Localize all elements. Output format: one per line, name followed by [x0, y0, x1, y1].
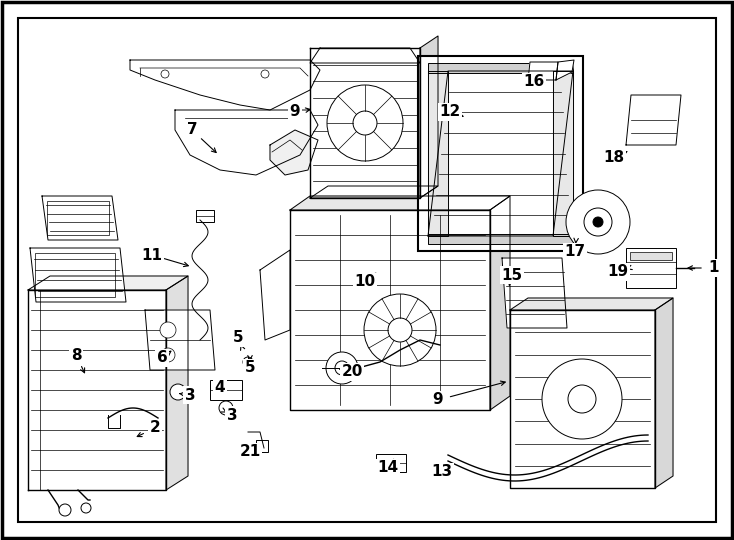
Text: 7: 7 — [186, 123, 197, 138]
Text: 16: 16 — [523, 75, 545, 90]
Text: 2: 2 — [150, 421, 160, 435]
Text: 17: 17 — [564, 245, 586, 260]
Text: 15: 15 — [501, 267, 523, 282]
Text: 13: 13 — [432, 464, 453, 480]
Text: 9: 9 — [290, 105, 300, 119]
Polygon shape — [310, 48, 420, 198]
Bar — [612, 215, 626, 229]
Bar — [626, 248, 676, 288]
Polygon shape — [28, 276, 188, 290]
Polygon shape — [42, 196, 118, 240]
Text: 3: 3 — [227, 408, 237, 422]
Polygon shape — [655, 298, 673, 488]
Text: 3: 3 — [185, 388, 195, 402]
Circle shape — [542, 359, 622, 439]
Circle shape — [364, 294, 436, 366]
Polygon shape — [130, 60, 320, 110]
Text: 1: 1 — [709, 260, 719, 275]
Text: 4: 4 — [214, 381, 225, 395]
Text: 6: 6 — [156, 350, 167, 366]
Polygon shape — [428, 71, 573, 236]
Circle shape — [161, 348, 175, 362]
Polygon shape — [290, 210, 490, 410]
Circle shape — [233, 333, 243, 343]
Circle shape — [593, 217, 603, 227]
Polygon shape — [502, 258, 567, 328]
Circle shape — [160, 322, 176, 338]
Polygon shape — [175, 110, 318, 175]
Polygon shape — [310, 48, 420, 63]
Text: 14: 14 — [377, 461, 399, 476]
Circle shape — [584, 208, 612, 236]
Polygon shape — [30, 248, 126, 302]
Circle shape — [566, 190, 630, 254]
Polygon shape — [145, 310, 215, 370]
Text: 20: 20 — [341, 364, 363, 380]
Bar — [47, 201, 109, 235]
Circle shape — [59, 504, 71, 516]
Circle shape — [335, 361, 349, 375]
Circle shape — [161, 70, 169, 78]
Polygon shape — [270, 130, 318, 175]
Polygon shape — [428, 71, 448, 236]
Bar — [630, 252, 672, 260]
Text: 9: 9 — [432, 393, 443, 408]
Circle shape — [219, 401, 233, 415]
Polygon shape — [510, 298, 673, 310]
Bar — [428, 234, 573, 244]
Bar — [210, 380, 242, 400]
Circle shape — [326, 352, 358, 384]
Text: 19: 19 — [608, 265, 628, 280]
Text: 5: 5 — [244, 361, 255, 375]
Bar — [418, 56, 583, 251]
Circle shape — [261, 70, 269, 78]
Circle shape — [353, 111, 377, 135]
Polygon shape — [310, 186, 438, 198]
Text: 18: 18 — [603, 151, 625, 165]
Text: 10: 10 — [355, 274, 376, 289]
Polygon shape — [510, 310, 655, 488]
Polygon shape — [553, 71, 573, 236]
Polygon shape — [490, 196, 510, 410]
Circle shape — [243, 357, 253, 367]
Polygon shape — [626, 95, 681, 145]
Text: 11: 11 — [142, 247, 162, 262]
Bar — [256, 440, 268, 452]
Text: 12: 12 — [440, 105, 461, 119]
Circle shape — [170, 384, 186, 400]
Polygon shape — [28, 290, 166, 490]
Polygon shape — [260, 250, 290, 340]
Bar — [35, 253, 115, 297]
Circle shape — [327, 85, 403, 161]
Circle shape — [388, 318, 412, 342]
Bar — [376, 454, 406, 472]
Bar — [572, 215, 586, 229]
Bar — [196, 210, 214, 222]
Text: 8: 8 — [70, 348, 81, 362]
Polygon shape — [166, 276, 188, 490]
Text: 5: 5 — [233, 330, 243, 346]
Polygon shape — [420, 36, 438, 198]
Text: 21: 21 — [239, 444, 261, 460]
Circle shape — [568, 385, 596, 413]
Polygon shape — [528, 62, 558, 80]
Polygon shape — [290, 196, 510, 210]
Polygon shape — [556, 60, 574, 80]
Circle shape — [81, 503, 91, 513]
Bar — [428, 63, 573, 73]
